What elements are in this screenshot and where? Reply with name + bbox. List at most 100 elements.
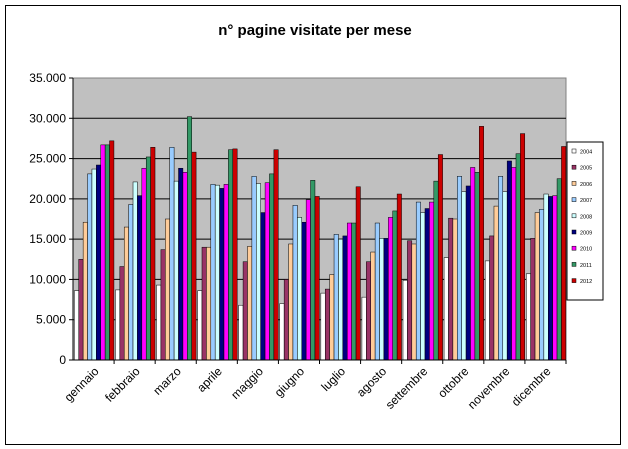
bar-2010-gennaio bbox=[100, 144, 106, 361]
bar-2006-dicembre bbox=[534, 212, 540, 361]
y-tick-label: 30.000 bbox=[29, 111, 66, 125]
bar-2012-aprile bbox=[232, 148, 238, 361]
x-tick-label: aprile bbox=[194, 364, 225, 395]
y-tick-label: 20.000 bbox=[29, 192, 66, 206]
x-tick-label: giugno bbox=[272, 364, 308, 400]
bar-2005-marzo bbox=[160, 249, 166, 361]
bar-2010-giugno bbox=[305, 199, 311, 361]
bar-2011-agosto bbox=[392, 210, 398, 361]
bar-2006-agosto bbox=[370, 251, 376, 361]
bar-2005-settembre bbox=[407, 240, 413, 361]
bar-2004-gennaio bbox=[74, 290, 79, 361]
bar-2009-gennaio bbox=[96, 164, 101, 361]
bar-2010-agosto bbox=[388, 217, 393, 361]
bar-2011-maggio bbox=[269, 173, 275, 361]
bar-2009-agosto bbox=[383, 238, 389, 361]
bar-2006-luglio bbox=[329, 274, 335, 361]
bar-2012-luglio bbox=[355, 186, 361, 361]
bar-2011-aprile bbox=[228, 149, 234, 361]
bar-2009-luglio bbox=[342, 235, 348, 361]
bar-2004-dicembre bbox=[526, 273, 531, 361]
bar-2006-febbraio bbox=[123, 226, 129, 361]
bar-2010-febbraio bbox=[141, 167, 147, 361]
bar-2006-gennaio bbox=[82, 221, 88, 361]
bar-2004-ottobre bbox=[443, 257, 449, 361]
x-tick-label: dicembre bbox=[509, 364, 554, 409]
bar-2011-gennaio bbox=[104, 144, 110, 361]
bar-2012-maggio bbox=[273, 149, 279, 361]
bar-2011-settembre bbox=[433, 180, 439, 361]
bar-2012-settembre bbox=[437, 154, 443, 361]
y-tick-label: 15.000 bbox=[29, 232, 66, 246]
bar-2004-febbraio bbox=[115, 289, 121, 361]
bar-2007-luglio bbox=[333, 234, 339, 361]
legend-label-2009: 2009 bbox=[580, 231, 592, 237]
x-tick-label: settembre bbox=[383, 364, 431, 412]
legend-swatch-2006 bbox=[571, 181, 577, 186]
bar-2006-maggio bbox=[247, 246, 253, 361]
bar-2009-settembre bbox=[424, 208, 430, 361]
bar-2007-giugno bbox=[292, 205, 298, 361]
bar-2011-ottobre bbox=[474, 172, 480, 361]
bar-2011-luglio bbox=[351, 222, 357, 361]
x-tick-label: novembre bbox=[465, 364, 513, 412]
legend: 2004 2005 2006 2007 2008 2009 2010 2011 2012 bbox=[566, 141, 604, 301]
bar-2008-novembre bbox=[502, 191, 508, 361]
bar-2006-ottobre bbox=[452, 218, 458, 361]
bar-2009-giugno bbox=[301, 221, 307, 361]
bar-2004-giugno bbox=[279, 303, 285, 361]
bar-2008-gennaio bbox=[91, 168, 97, 361]
bar-2009-novembre bbox=[506, 160, 512, 361]
x-tick-label: gennaio bbox=[62, 364, 102, 404]
legend-label-2010: 2010 bbox=[580, 247, 592, 253]
bar-2009-dicembre bbox=[548, 196, 553, 361]
legend-label-2006: 2006 bbox=[580, 182, 592, 188]
bar-2007-dicembre bbox=[539, 209, 545, 361]
bar-2006-aprile bbox=[206, 246, 212, 361]
x-tick-label: marzo bbox=[150, 364, 184, 398]
bar-2004-agosto bbox=[361, 296, 367, 361]
bar-2011-dicembre bbox=[556, 178, 562, 361]
bar-2007-febbraio bbox=[128, 204, 134, 361]
x-tick-label: maggio bbox=[228, 364, 266, 402]
bars bbox=[74, 116, 567, 361]
chart-title: n° pagine visitate per mese bbox=[218, 22, 412, 39]
bar-2009-ottobre bbox=[465, 185, 471, 361]
legend-label-2011: 2011 bbox=[580, 263, 592, 269]
bar-2010-settembre bbox=[429, 201, 435, 361]
bar-2008-settembre bbox=[420, 212, 426, 361]
bar-2004-luglio bbox=[320, 292, 326, 361]
bar-2010-luglio bbox=[346, 222, 352, 361]
y-tick-label: 35.000 bbox=[29, 71, 66, 85]
legend-swatch-2005 bbox=[571, 164, 577, 170]
bar-2005-aprile bbox=[201, 246, 207, 361]
bar-2007-agosto bbox=[374, 222, 380, 361]
legend-swatch-2012 bbox=[571, 278, 577, 283]
bar-2004-novembre bbox=[484, 260, 490, 361]
bar-2008-ottobre bbox=[461, 191, 467, 361]
legend-swatch-2009 bbox=[571, 229, 577, 235]
bar-2004-maggio bbox=[238, 304, 244, 361]
legend-label-2007: 2007 bbox=[580, 198, 592, 204]
bar-2005-maggio bbox=[242, 261, 248, 361]
bar-2005-gennaio bbox=[78, 259, 84, 361]
legend-label-2008: 2008 bbox=[580, 214, 592, 220]
bar-2011-febbraio bbox=[145, 156, 151, 361]
legend-label-2012: 2012 bbox=[580, 279, 592, 285]
bar-2010-dicembre bbox=[552, 195, 558, 361]
bar-2007-marzo bbox=[169, 147, 175, 361]
bar-2008-febbraio bbox=[132, 181, 138, 361]
legend-label-2005: 2005 bbox=[580, 166, 592, 172]
bar-2009-marzo bbox=[178, 167, 184, 361]
bar-2005-luglio bbox=[324, 288, 330, 361]
chart-frame: n° pagine visitate per mese 0 5.000 10.000… bbox=[5, 5, 621, 445]
bar-2011-giugno bbox=[310, 180, 316, 361]
y-tick-label: 25.000 bbox=[29, 152, 66, 166]
bar-2009-maggio bbox=[260, 212, 266, 361]
bar-2010-ottobre bbox=[470, 167, 476, 361]
bar-2004-aprile bbox=[197, 290, 203, 361]
bar-2007-aprile bbox=[210, 184, 216, 361]
bar-2012-giugno bbox=[314, 196, 320, 361]
x-tick-label: luglio bbox=[318, 364, 348, 394]
bar-2005-febbraio bbox=[119, 266, 125, 361]
